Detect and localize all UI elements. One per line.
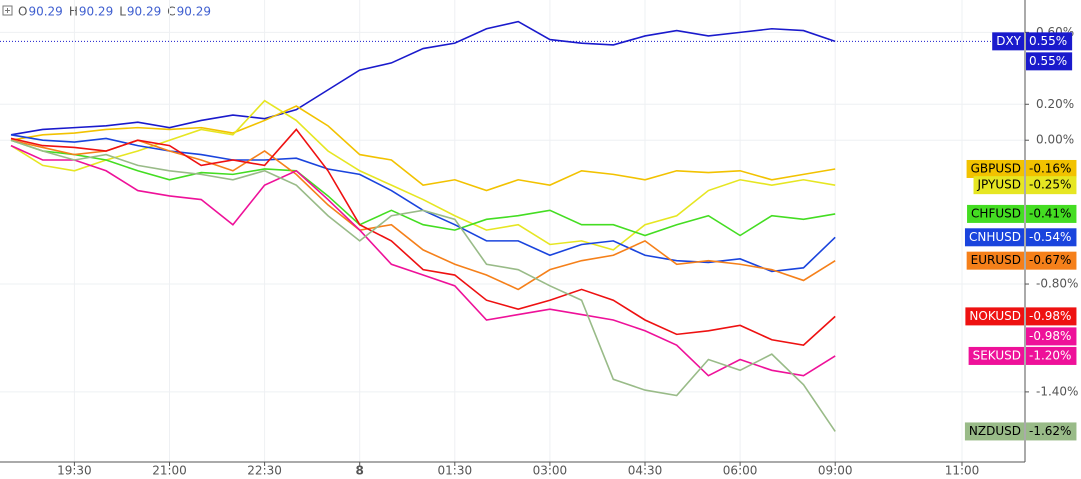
series-line	[10, 139, 836, 237]
ohlc-label: H	[69, 5, 78, 19]
x-tick-label: 11:00	[945, 464, 980, 478]
x-tick-label: 04:30	[628, 464, 663, 478]
series-name-box	[992, 32, 1024, 51]
expand-icon[interactable]	[2, 5, 13, 16]
series-line	[10, 134, 836, 273]
ohlc-value: 90.29	[177, 5, 211, 19]
series-name-label: GBPUSD	[971, 161, 1021, 175]
series-value-box	[1026, 159, 1077, 178]
series-name-box	[965, 307, 1024, 326]
x-tick-label: 01:30	[438, 464, 473, 478]
annotation: -0.98%	[1029, 329, 1071, 343]
series-name-box	[966, 159, 1024, 178]
series-value-box	[1026, 307, 1077, 326]
annotation-box	[1026, 52, 1073, 71]
ohlc-value: 90.29	[127, 5, 161, 19]
series-name-label: CNHUSD	[969, 230, 1021, 244]
y-tick-label: 0.00%	[1036, 133, 1074, 147]
series-name-box	[967, 204, 1024, 223]
ohlc-label: L	[119, 5, 126, 19]
series-name-label: JPYUSD	[977, 178, 1021, 192]
series-value-label: -1.20%	[1029, 348, 1071, 362]
y-tick-label: 0.20%	[1036, 97, 1074, 111]
series-line	[10, 139, 836, 432]
series-value-box	[1026, 422, 1077, 441]
x-tick-label: 03:00	[533, 464, 568, 478]
series-line	[10, 144, 836, 377]
annotation: 0.55%	[1029, 54, 1067, 68]
y-tick-label: -1.40%	[1036, 384, 1078, 398]
series-name-label: EURUSD	[971, 253, 1021, 267]
series-value-label: 0.55%	[1029, 34, 1067, 48]
x-tick-label: 22:30	[247, 464, 282, 478]
annotation-box	[1026, 327, 1077, 346]
series-name-box	[968, 346, 1024, 365]
series-name-label: CHFUSD	[971, 206, 1021, 220]
x-tick-label: 06:00	[723, 464, 758, 478]
series-value-label: -0.41%	[1029, 206, 1071, 220]
x-tick-label: 8	[356, 464, 364, 478]
series-line	[10, 139, 836, 291]
series-name-label: DXY	[996, 34, 1021, 48]
series-value-label: -0.98%	[1029, 309, 1071, 323]
y-tick-label: -0.80%	[1036, 277, 1078, 291]
x-tick-label: 21:00	[152, 464, 187, 478]
series-value-box	[1026, 251, 1077, 270]
series-value-label: -1.62%	[1029, 424, 1071, 438]
series-name-box	[973, 176, 1024, 195]
series-value-box	[1026, 176, 1077, 195]
ohlc-label: O	[18, 5, 27, 19]
series-value-label: -0.54%	[1029, 230, 1071, 244]
series-value-box	[1026, 346, 1077, 365]
series-line	[10, 105, 836, 192]
series-name-box	[966, 251, 1024, 270]
series-line	[10, 128, 836, 347]
series-line	[10, 20, 836, 136]
series-value-box	[1026, 204, 1077, 223]
series-name-label: NZDUSD	[969, 424, 1021, 438]
x-tick-label: 19:30	[57, 464, 92, 478]
series-value-box	[1026, 32, 1073, 51]
series-value-box	[1026, 228, 1077, 247]
ohlc-label: C	[167, 5, 175, 19]
series-value-label: -0.67%	[1029, 253, 1071, 267]
series-name-box	[964, 422, 1024, 441]
series-name-label: SEKUSD	[973, 348, 1021, 362]
ohlc-value: 90.29	[79, 5, 113, 19]
series-name-box	[964, 228, 1024, 247]
x-tick-label: 09:00	[818, 464, 853, 478]
series-value-label: -0.25%	[1029, 178, 1071, 192]
ohlc-header	[2, 5, 13, 16]
series-value-label: -0.16%	[1029, 161, 1071, 175]
ohlc-value: 90.29	[28, 5, 62, 19]
series-name-label: NOKUSD	[969, 309, 1021, 323]
